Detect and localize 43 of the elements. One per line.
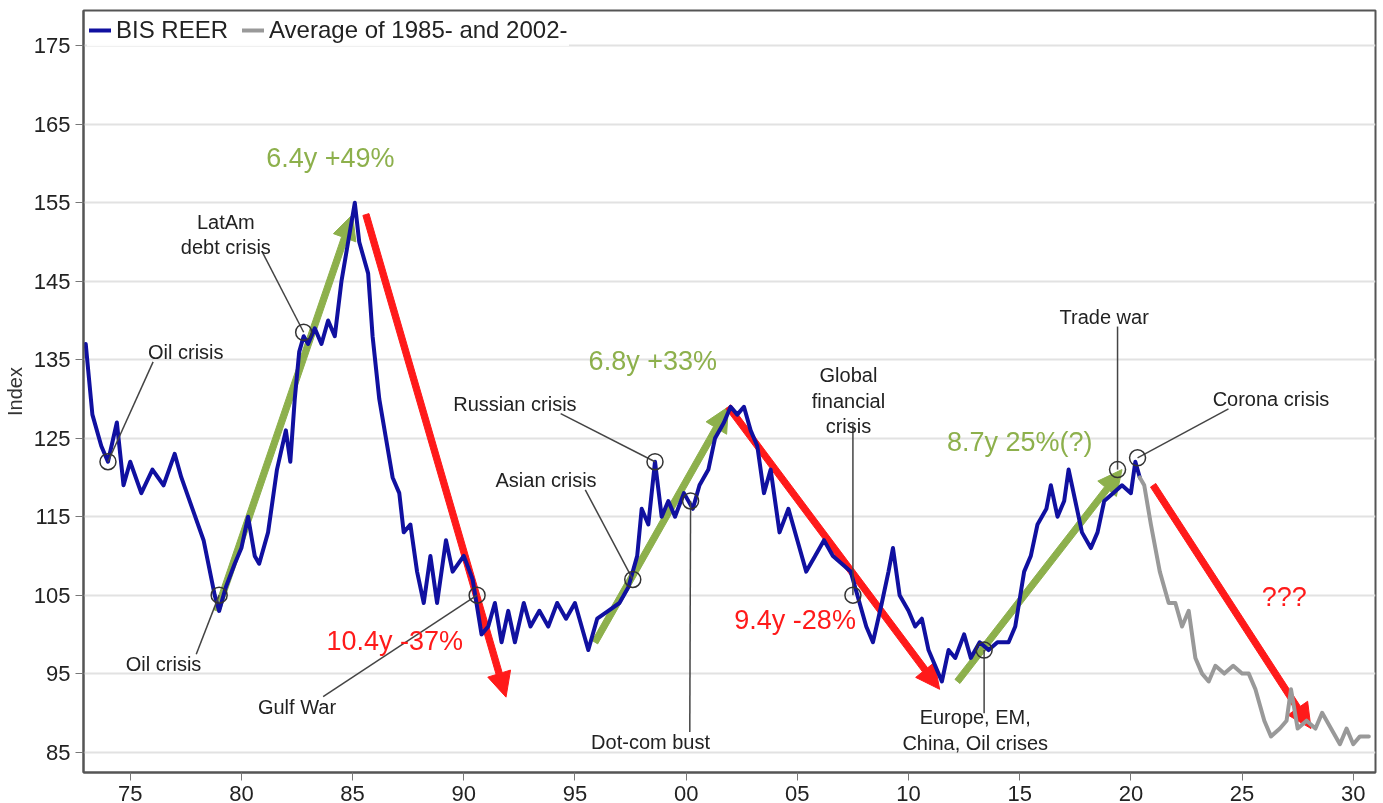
x-tick-label: 30 bbox=[1341, 780, 1366, 803]
y-axis-title: Index bbox=[3, 367, 26, 416]
annotation: Oil crisis bbox=[125, 653, 202, 676]
annotation: Trade war bbox=[1059, 305, 1150, 328]
annotation: 6.4y +49% bbox=[266, 143, 395, 174]
x-tick-label: 95 bbox=[562, 780, 588, 803]
x-tick-label: 75 bbox=[117, 780, 143, 803]
annotation: 8.7y 25%(?) bbox=[946, 427, 1093, 458]
annotation: Gulf War bbox=[257, 695, 337, 718]
x-tick-label: 20 bbox=[1118, 780, 1144, 803]
legend-label: BIS REER bbox=[116, 16, 229, 44]
line-series bbox=[1137, 475, 1371, 747]
x-tick-label: 15 bbox=[1007, 780, 1032, 803]
annotation: 6.8y +33% bbox=[588, 345, 717, 376]
y-tick-label: 155 bbox=[33, 190, 71, 216]
legend-label: Average of 1985- and 2002- bbox=[269, 16, 568, 44]
annotation: Russian crisis bbox=[453, 392, 577, 415]
y-tick-label: 115 bbox=[35, 504, 71, 530]
annotation: Asian crisis bbox=[495, 468, 597, 491]
annotation: Europe, EM, China, Oil crises bbox=[902, 706, 1049, 754]
y-tick-label: 95 bbox=[46, 661, 71, 687]
y-tick-label: 165 bbox=[33, 111, 71, 137]
annotation: ??? bbox=[1261, 581, 1307, 612]
x-tick-label: 05 bbox=[785, 780, 810, 803]
annotation: Dot-com bust bbox=[591, 730, 711, 753]
x-tick-label: 85 bbox=[340, 780, 365, 803]
annotation: LatAm debt crisis bbox=[180, 210, 271, 258]
y-tick-label: 145 bbox=[33, 268, 71, 294]
annotation: Corona crisis bbox=[1212, 387, 1330, 410]
y-tick-label: 135 bbox=[33, 347, 71, 373]
x-tick-label: 00 bbox=[673, 780, 699, 803]
y-tick-label: 125 bbox=[33, 425, 71, 451]
x-tick-label: 80 bbox=[229, 780, 254, 803]
annotation: 10.4y -37% bbox=[326, 625, 464, 656]
x-tick-label: 25 bbox=[1229, 780, 1255, 803]
annotation: Global financial crisis bbox=[811, 364, 886, 437]
x-tick-label: 90 bbox=[451, 780, 477, 803]
y-tick-label: 175 bbox=[33, 33, 71, 59]
y-tick-label: 85 bbox=[46, 739, 71, 765]
y-tick-label: 105 bbox=[33, 582, 71, 608]
x-tick-label: 10 bbox=[896, 780, 921, 803]
annotation: Oil crisis bbox=[148, 340, 224, 363]
annotation: 9.4y -28% bbox=[734, 605, 856, 636]
